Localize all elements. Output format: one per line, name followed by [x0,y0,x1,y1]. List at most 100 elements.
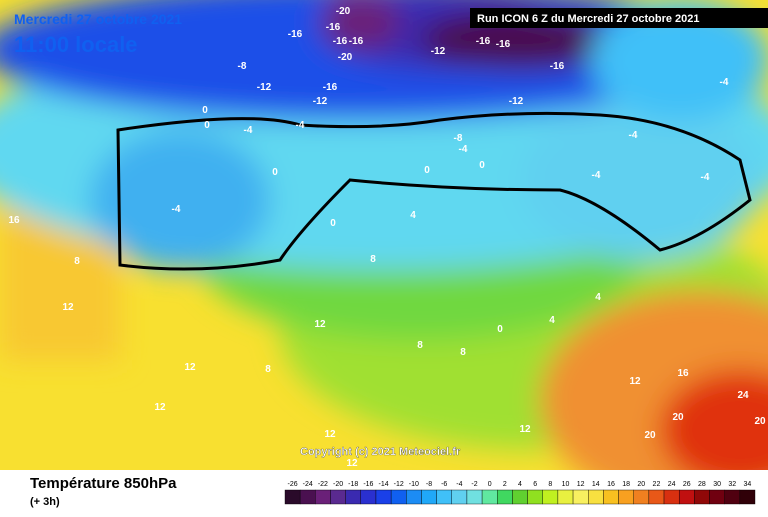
contour-label: 12 [184,362,196,373]
contour-label: 0 [479,160,485,171]
colorbar-cell [451,489,468,505]
contour-label: -8 [238,61,247,72]
contour-label: 12 [154,402,166,413]
contour-label: 12 [629,376,641,387]
colorbar-label: 28 [698,481,706,488]
colorbar-label: 10 [562,481,570,488]
colorbar-cell [739,489,756,505]
footer-subtitle: (+ 3h) [30,496,60,508]
colorbar-label: 0 [488,481,492,488]
colorbar-cell [694,489,710,505]
contour-label: -12 [313,96,328,107]
contour-label: -20 [338,52,353,63]
run: Run ICON 6 Z du Mercredi 27 octobre 2021 [477,13,700,25]
colorbar-cell [588,489,604,505]
contour-label: 0 [204,120,210,131]
contour-label: 12 [346,458,358,469]
colorbar-label: -14 [378,481,388,488]
colorbar-label: 20 [637,481,645,488]
contour-label: 0 [424,165,430,176]
contour-label: 0 [202,105,208,116]
colorbar-label: 30 [713,481,721,488]
contour-label: 0 [330,218,336,229]
colorbar-cell [618,489,634,505]
contour-label: 0 [497,324,503,335]
colorbar-cell [709,489,725,505]
contour-label: 8 [265,364,271,375]
contour-label: 8 [417,340,423,351]
contour-label: -16 [550,61,565,72]
contour-label: -12 [257,82,272,93]
colorbar-cell [678,489,695,505]
colorbar-cell [345,489,362,505]
colorbar-cell [663,489,680,505]
contour-label: -4 [244,125,253,136]
colorbar-label: 6 [533,481,537,488]
colorbar-label: -20 [333,481,343,488]
footer-title: Température 850hPa [30,475,177,492]
colorbar-label: -4 [456,481,462,488]
run-box [470,8,768,28]
colorbar-cell [724,489,741,505]
contour-label: -12 [509,96,524,107]
colorbar-cell [542,489,559,505]
contour-label: 20 [672,412,684,423]
contour-label: 12 [324,429,336,440]
colorbar-cell [299,489,316,505]
colorbar-cell [603,489,619,505]
colorbar-label: -18 [348,481,358,488]
colorbar-label: -16 [363,481,373,488]
colorbar-label: 12 [577,481,585,488]
colorbar-label: 34 [744,481,752,488]
colorbar-label: -22 [318,481,328,488]
colorbar-label: 22 [653,481,661,488]
contour-label: 20 [644,430,656,441]
colorbar-cell [633,489,650,505]
contour-label: -12 [431,46,446,57]
contour-label: -4 [701,172,710,183]
colorbar-label: -24 [303,481,313,488]
contour-label: 4 [595,292,601,303]
contour-label: -16 [333,36,348,47]
colorbar-cell [330,489,346,505]
date: Mercredi 27 octobre 2021 [14,11,182,27]
contour-label: 8 [370,254,376,265]
colorbar-label: 2 [503,481,507,488]
colorbar-cell [512,489,528,505]
colorbar-label: 26 [683,481,691,488]
contour-label: 12 [314,319,326,330]
colorbar-cell [360,489,377,505]
contour-label: -4 [296,120,305,131]
colorbar-cell [572,489,589,505]
time: 11:00 locale [14,32,138,57]
colorbar-label: -2 [471,481,477,488]
contour-label: 16 [8,215,20,226]
colorbar-cell [390,489,407,505]
colorbar-label: -12 [394,481,404,488]
colorbar-cell [284,489,301,505]
contour-label: -4 [592,170,601,181]
colorbar-cell [497,489,513,505]
colorbar-cell [466,489,483,505]
colorbar-cell [421,489,437,505]
colorbar-label: 16 [607,481,615,488]
contour-label: -16 [476,36,491,47]
colorbar-cell [481,489,498,505]
contour-label: -16 [288,29,303,40]
colorbar-label: 24 [668,481,676,488]
colorbar-label: 14 [592,481,600,488]
contour-label: -16 [496,39,511,50]
contour-label: -4 [629,130,638,141]
colorbar-cell [436,489,452,505]
contour-label: 0 [272,167,278,178]
contour-label: -20 [336,6,351,17]
contour-label: 24 [737,390,749,401]
contour-label: -16 [323,82,338,93]
colorbar-label: 32 [728,481,736,488]
contour-label: 8 [460,347,466,358]
colorbar-cell [527,489,543,505]
colorbar-cell [375,489,392,505]
contour-label: -4 [172,204,181,215]
